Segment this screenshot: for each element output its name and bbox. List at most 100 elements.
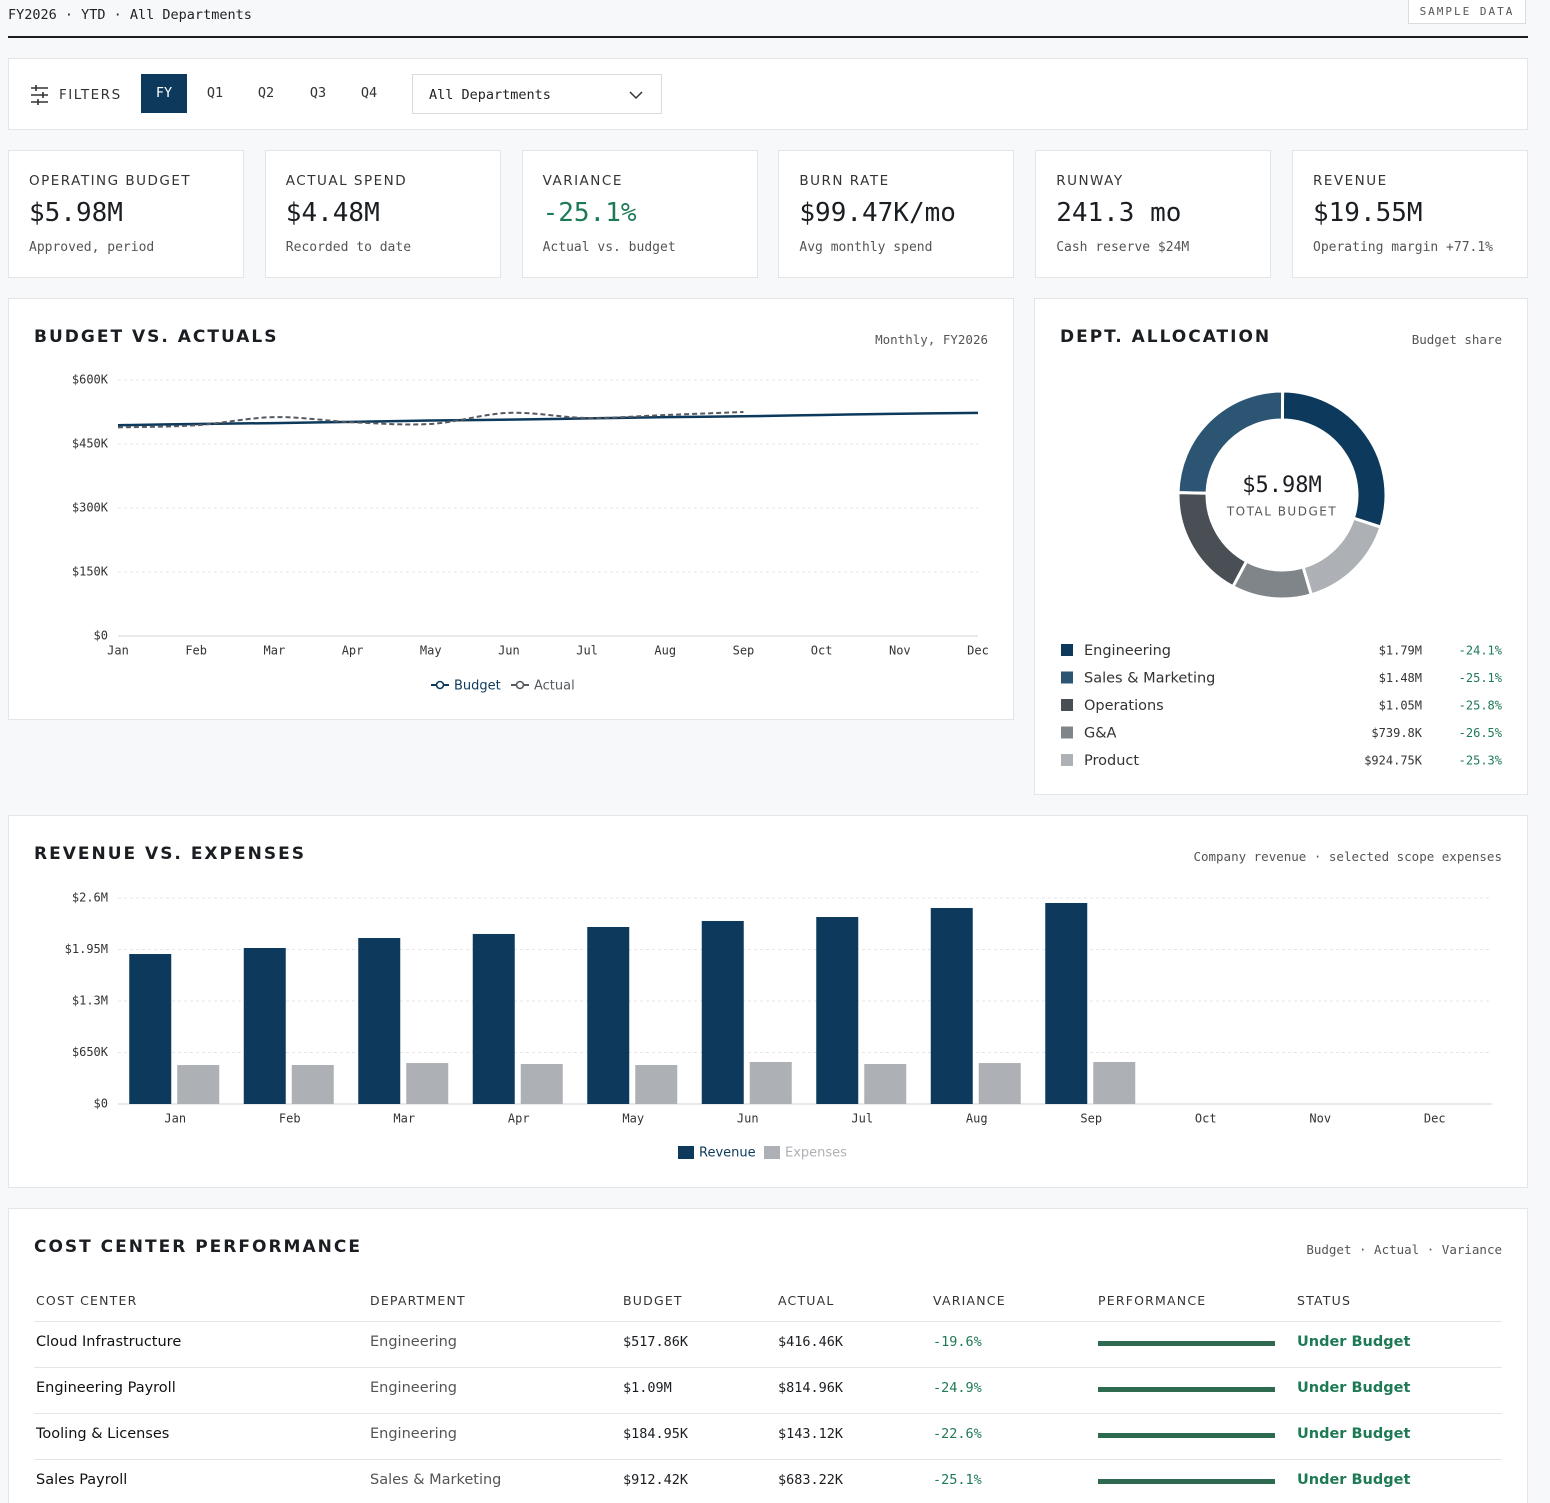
kpi-note: Recorded to date [285,240,412,255]
legend-label: Actual [534,679,575,694]
kpi-value: $5.98M [29,198,123,228]
x-tick-label: Feb [185,644,207,658]
legend-label: Engineering [1084,643,1171,659]
column-header: ACTUAL [778,1293,835,1308]
donut-segment [1301,516,1383,597]
x-tick-label: Jun [737,1112,759,1126]
department-select[interactable]: All Departments [412,74,662,114]
legend-variance: -24.1% [1459,644,1503,658]
table-cell: -19.6% [933,1334,982,1350]
legend-swatch [764,1146,780,1159]
legend-variance: -25.8% [1459,699,1503,713]
table-cell: Cloud Infrastructure [36,1334,182,1350]
x-tick-label: Jul [576,644,598,658]
x-tick-label: Dec [1424,1112,1446,1126]
table-cell: Under Budget [1297,1380,1411,1396]
filter-icon [31,85,48,105]
table-cell: $1.09M [623,1380,672,1396]
legend-label: Budget [454,679,501,694]
table-cell: Sales & Marketing [370,1472,502,1488]
table-cell: $517.86K [623,1334,689,1350]
table-cell: $814.96K [778,1380,844,1396]
panel-subtitle: Company revenue · selected scope expense… [1193,849,1502,864]
column-header: BUDGET [623,1293,683,1308]
legend-label: G&A [1084,726,1117,742]
panel-subtitle: Budget share [1411,332,1502,347]
kpi-card: OPERATING BUDGET $5.98M Approved, period [8,150,244,278]
kpi-label: RUNWAY [1056,173,1124,189]
kpi-label: BURN RATE [799,173,890,189]
kpi-value: $19.55M [1313,198,1423,228]
bar [406,1063,449,1104]
kpi-value: 241.3 mo [1056,198,1182,228]
legend-value: $924.75K [1364,754,1423,768]
row-divider [34,1321,1502,1322]
x-tick-label: Apr [342,644,364,658]
kpi-card: BURN RATE $99.47K/mo Avg monthly spend [778,150,1015,278]
table-cell: Tooling & Licenses [36,1426,170,1442]
x-tick-label: Oct [811,644,833,658]
panel-title: COST CENTER PERFORMANCE [34,1237,362,1257]
legend-label: Revenue [699,1146,756,1161]
y-tick-label: $600K [72,373,109,387]
y-tick-label: $650K [72,1045,109,1059]
legend-label: Operations [1084,698,1164,714]
sample-badge: SAMPLE DATA [1408,0,1526,24]
legend-variance: -25.3% [1459,754,1503,768]
bar [177,1065,220,1104]
performance-bar [1098,1387,1275,1392]
bar-chart: $0 $650K $1.3M $1.95M $2.6M Jan Feb Mar Apr May Ju… [65,891,1492,1161]
y-tick-label: $0 [94,1097,108,1111]
donut-segment [1176,491,1249,589]
x-tick-label: Aug [966,1112,988,1126]
table-cell: Under Budget [1297,1426,1411,1442]
kpi-card: VARIANCE -25.1% Actual vs. budget [521,150,758,278]
department-value: All Departments [429,87,551,103]
x-tick-label: Apr [508,1112,530,1126]
x-tick-label: Oct [1195,1112,1217,1126]
column-header: VARIANCE [933,1293,1006,1308]
period-tab[interactable]: Q3 [309,85,327,101]
kpi-value: $4.48M [285,198,380,228]
table-cell: Engineering [370,1380,457,1396]
period-tab[interactable]: Q1 [206,85,224,101]
period-tab[interactable]: FY [141,74,187,113]
chevron [629,91,643,100]
column-header: COST CENTER [36,1293,138,1308]
filter-bar: FILTERS All Departments FY Q1 Q2 Q3 Q4 [8,58,1528,130]
x-tick-label: May [622,1112,644,1126]
performance-bar [1098,1341,1275,1346]
period-tab[interactable]: Q4 [360,85,378,101]
filters-label: FILTERS [59,87,122,103]
x-tick-label: Feb [279,1112,301,1126]
series-line [117,411,979,427]
panel-title: REVENUE VS. EXPENSES [34,844,306,864]
table-cell: $912.42K [623,1472,689,1488]
donut-chart: Engineering $1.79M -24.1% Sales & Marketing… [1061,389,1503,769]
x-tick-label: Jun [498,644,520,658]
kpi-label: VARIANCE [542,173,623,189]
kpi-note: Actual vs. budget [542,240,676,255]
row-divider [34,1459,1502,1460]
y-tick-label: $150K [72,565,109,579]
x-tick-label: Sep [733,644,755,658]
y-tick-label: $1.95M [65,942,108,956]
panel-subtitle: Budget · Actual · Variance [1306,1242,1502,1257]
column-header: STATUS [1297,1293,1352,1308]
y-tick-label: $2.6M [72,891,108,905]
legend-swatch [1061,671,1073,684]
x-tick-label: Nov [889,644,911,658]
cost-center-table: COST CENTER PERFORMANCE Budget · Actual … [8,1208,1528,1503]
table-cell: -22.6% [933,1426,982,1442]
y-tick-label: $1.3M [72,994,108,1008]
legend-variance: -25.1% [1459,671,1503,685]
period-tab[interactable]: Q2 [257,85,275,101]
x-tick-label: Dec [967,644,989,658]
performance-bar [1098,1433,1275,1438]
y-tick-label: $300K [72,501,109,515]
bar [358,938,401,1104]
revenue-panel: REVENUE VS. EXPENSES Company revenue · s… [8,815,1528,1188]
bar [864,1063,907,1104]
bar [520,1063,563,1104]
bar [816,917,859,1104]
